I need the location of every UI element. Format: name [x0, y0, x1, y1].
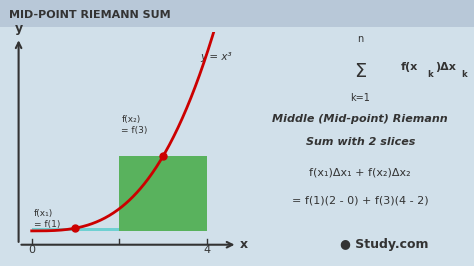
Text: MID-POINT RIEMANN SUM: MID-POINT RIEMANN SUM — [9, 10, 171, 20]
Text: Σ: Σ — [354, 62, 366, 81]
Text: k=1: k=1 — [350, 93, 370, 103]
Text: Middle (Mid-point) Riemann: Middle (Mid-point) Riemann — [273, 114, 448, 124]
Text: 4: 4 — [203, 245, 210, 255]
Text: )Δx: )Δx — [435, 62, 456, 72]
Text: y: y — [15, 22, 23, 35]
FancyBboxPatch shape — [0, 0, 474, 27]
Text: 0: 0 — [28, 245, 35, 255]
Text: f(x₁)Δx₁ + f(x₂)Δx₂: f(x₁)Δx₁ + f(x₂)Δx₂ — [310, 168, 411, 177]
Text: k: k — [462, 70, 467, 79]
Text: f(x₁)
= f(1): f(x₁) = f(1) — [34, 209, 60, 229]
Text: y = x³: y = x³ — [200, 52, 232, 61]
Bar — [119, 156, 207, 231]
Text: ● Study.com: ● Study.com — [340, 238, 428, 251]
Text: x: x — [239, 238, 248, 251]
Bar — [32, 228, 119, 231]
Text: Sum with 2 slices: Sum with 2 slices — [306, 137, 415, 147]
Text: f(x: f(x — [401, 62, 419, 72]
Text: n: n — [357, 34, 364, 44]
Text: = f(1)(2 - 0) + f(3)(4 - 2): = f(1)(2 - 0) + f(3)(4 - 2) — [292, 196, 428, 206]
Text: f(x₂)
= f(3): f(x₂) = f(3) — [121, 115, 148, 135]
Text: k: k — [428, 70, 433, 79]
